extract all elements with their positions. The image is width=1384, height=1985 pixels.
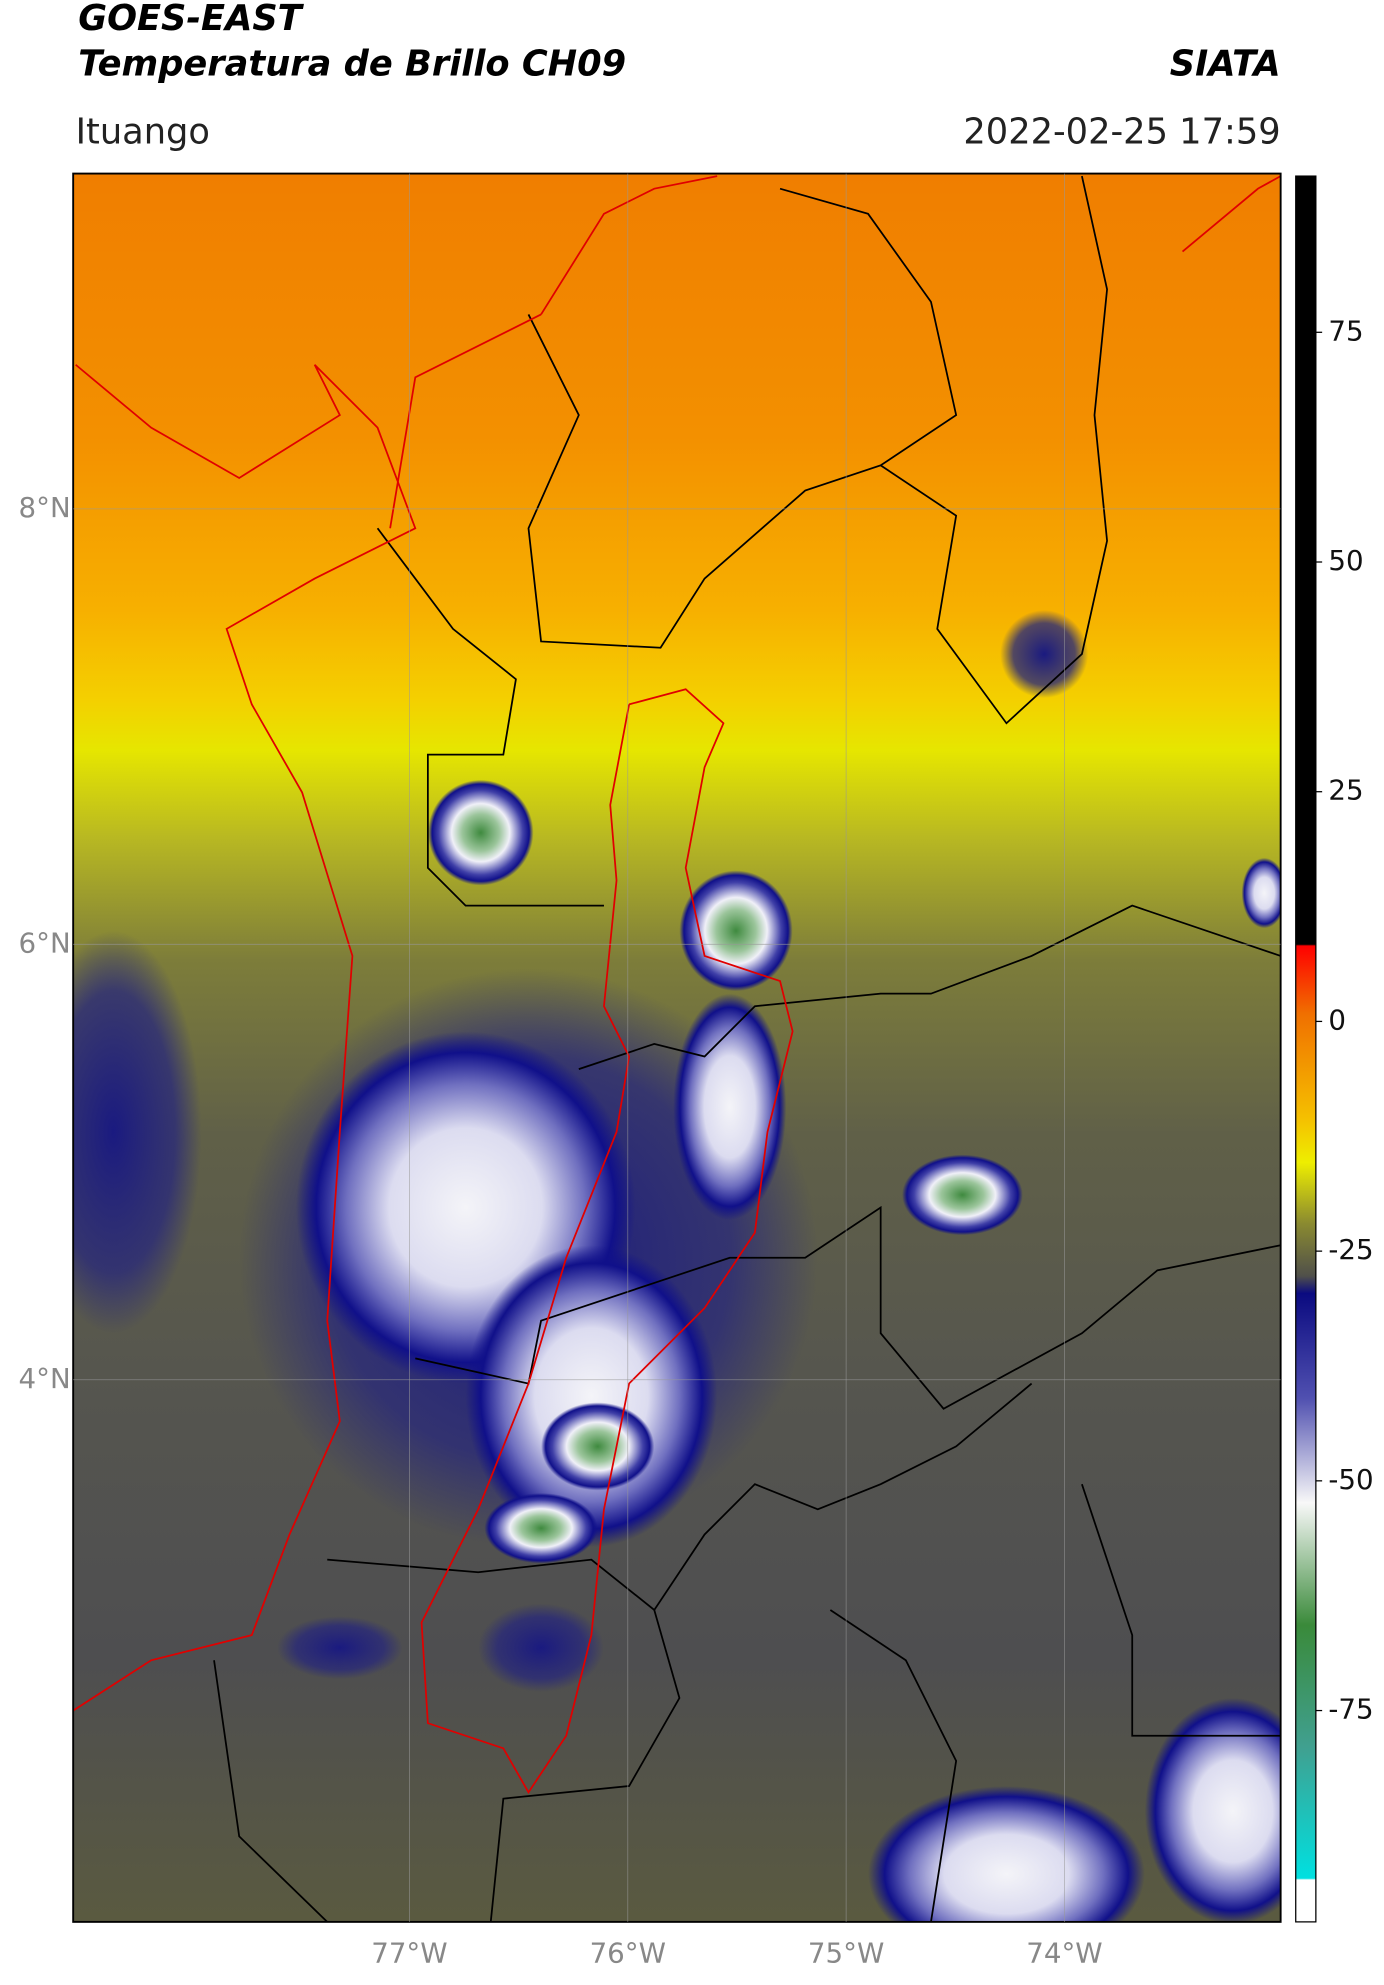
colorbar-tick-label: -75 [1328,1693,1373,1726]
y-tick-label: 4°N [19,1362,71,1395]
colorbar-tick-label: -50 [1328,1463,1373,1496]
colorbar-tick-label: 75 [1328,314,1363,347]
location: Ituango [76,111,210,152]
brand: SIATA [1170,43,1281,84]
map-frame [72,172,1282,1923]
colorbar-tick-label: 25 [1328,774,1363,807]
x-tick-label: 75°W [808,1937,884,1970]
colorbar-tick-label: -25 [1328,1233,1373,1266]
timestamp: 2022-02-25 17:59 [963,111,1280,152]
colorbar-tick-label: 50 [1328,544,1363,577]
x-tick-label: 77°W [371,1937,447,1970]
title: GOES-EAST [78,0,304,39]
colorbar [1295,175,1317,1923]
x-tick-label: 74°W [1026,1937,1102,1970]
subtitle: Temperatura de Brillo CH09 [78,43,626,84]
y-tick-label: 8°N [19,491,71,524]
y-tick-label: 6°N [19,926,71,959]
map-image [73,173,1281,1922]
x-tick-label: 76°W [590,1937,666,1970]
colorbar-tick-label: 0 [1328,1003,1346,1036]
